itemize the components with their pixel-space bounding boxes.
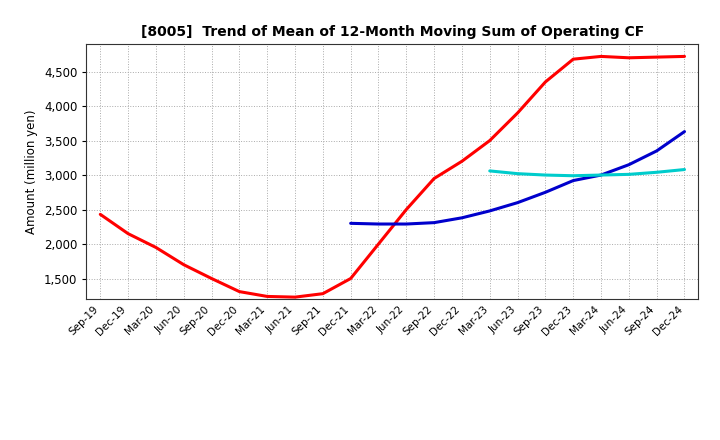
3 Years [513,110,522,116]
Line: 5 Years: 5 Years [351,132,685,224]
3 Years [374,242,383,247]
7 Years [624,172,633,177]
3 Years [597,54,606,59]
7 Years [597,172,606,178]
7 Years [680,167,689,172]
3 Years [291,294,300,300]
3 Years [124,231,132,236]
5 Years [458,215,467,220]
3 Years [96,212,104,217]
3 Years [346,276,355,281]
5 Years [430,220,438,225]
3 Years [485,138,494,143]
5 Years [346,221,355,226]
Title: [8005]  Trend of Mean of 12-Month Moving Sum of Operating CF: [8005] Trend of Mean of 12-Month Moving … [141,25,644,39]
5 Years [374,221,383,227]
7 Years [652,170,661,175]
Line: 7 Years: 7 Years [490,169,685,176]
3 Years [318,291,327,296]
3 Years [235,289,243,294]
Y-axis label: Amount (million yen): Amount (million yen) [25,110,38,234]
5 Years [402,221,410,227]
Legend: 3 Years, 5 Years, 7 Years, 10 Years: 3 Years, 5 Years, 7 Years, 10 Years [195,438,590,440]
7 Years [513,171,522,176]
5 Years [485,208,494,213]
Line: 3 Years: 3 Years [100,56,685,297]
3 Years [541,79,550,84]
3 Years [624,55,633,60]
3 Years [263,294,271,299]
5 Years [652,148,661,154]
3 Years [569,56,577,62]
3 Years [680,54,689,59]
3 Years [458,158,467,164]
3 Years [652,55,661,60]
3 Years [430,176,438,181]
3 Years [207,276,216,281]
5 Years [541,190,550,195]
3 Years [179,262,188,268]
3 Years [152,245,161,250]
7 Years [569,173,577,178]
7 Years [541,172,550,178]
3 Years [402,207,410,212]
5 Years [513,200,522,205]
7 Years [485,168,494,173]
5 Years [624,162,633,167]
5 Years [680,129,689,134]
5 Years [569,178,577,183]
5 Years [597,172,606,178]
